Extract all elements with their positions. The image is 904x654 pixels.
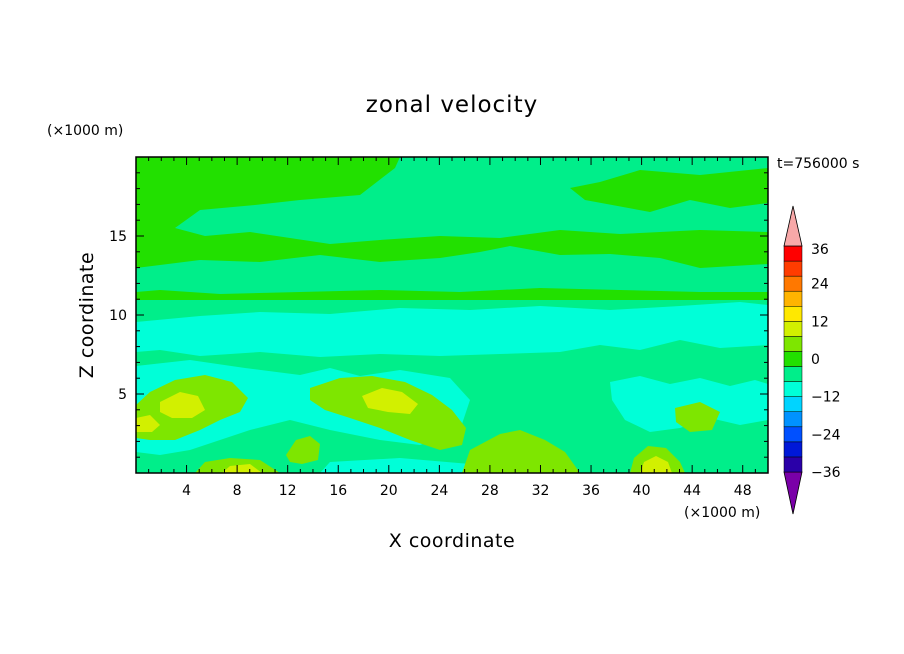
x-axis: 4 8 12 16 20 24 28 32 36 40 44 48 [148, 157, 756, 499]
colorbar-label: 36 [811, 242, 829, 258]
z-unit-label: (×1000 m) [47, 123, 123, 139]
time-label: t=756000 s [777, 156, 859, 172]
y-axis-title: Z coordinate [76, 252, 98, 378]
colorbar-swatch [783, 351, 803, 367]
y-tick-label: 15 [109, 229, 127, 245]
colorbar-label: 24 [811, 277, 829, 293]
x-tick-label: 20 [380, 483, 398, 499]
colorbar-label: −12 [811, 390, 841, 406]
colorbar-extend-min [783, 471, 803, 515]
positive-max-left-edge [136, 415, 160, 432]
colorbar-label: −24 [811, 427, 841, 443]
colorbar-extend-max [783, 205, 803, 247]
colorbar-swatch [783, 411, 803, 428]
colorbar-label: −36 [811, 465, 841, 481]
colorbar-swatch [783, 381, 803, 397]
positive-lobe-center [310, 376, 466, 450]
x-tick-label: 4 [182, 483, 191, 499]
positive-max-bottom [222, 464, 262, 473]
colorbar-swatch [783, 441, 803, 458]
x-tick-label: 32 [532, 483, 550, 499]
contour-field [136, 157, 768, 473]
x-tick-label: 36 [582, 483, 600, 499]
positive-lobe-right-mid [675, 402, 720, 432]
y-axis: 5 10 15 [109, 172, 768, 458]
x-tick-label: 28 [481, 483, 499, 499]
y-tick-label: 10 [109, 308, 127, 324]
colorbar-swatch [783, 336, 803, 352]
x-tick-label: 40 [633, 483, 651, 499]
colorbar-swatch [783, 426, 803, 443]
positive-max-center [362, 388, 418, 414]
positive-max-left [160, 392, 205, 418]
x-tick-label: 16 [329, 483, 347, 499]
colorbar-swatch [783, 245, 803, 262]
x-tick-label: 48 [734, 483, 752, 499]
colorbar-swatch [783, 396, 803, 412]
positive-max-right [640, 456, 672, 473]
x-tick-label: 44 [683, 483, 701, 499]
colorbar-swatch [783, 260, 803, 277]
colorbar-swatch [783, 290, 803, 307]
colorbar-swatch [783, 366, 803, 382]
chart-title: zonal velocity [366, 92, 538, 118]
strong-negative-band [136, 302, 768, 357]
colorbar-swatch [783, 456, 803, 473]
y-tick-label: 5 [118, 387, 127, 403]
weak-negative-upper-band [175, 157, 768, 244]
strong-negative-right-patch [610, 376, 768, 432]
x-tick-label: 8 [233, 483, 242, 499]
colorbar-swatch [783, 275, 803, 292]
colorbar-label: 12 [811, 314, 829, 330]
x-tick-label: 24 [430, 483, 448, 499]
colorbar-swatch [783, 321, 803, 337]
positive-lobe-small [286, 436, 320, 464]
x-axis-title: X coordinate [389, 530, 515, 552]
colorbar: 36 24 12 0 −12 −24 −36 [783, 205, 841, 515]
colorbar-swatch [783, 306, 803, 322]
positive-lobe-bottom-center [462, 430, 580, 473]
weak-negative-mid-band [136, 246, 768, 294]
colorbar-label: 0 [811, 352, 820, 368]
x-unit-label: (×1000 m) [684, 505, 760, 521]
x-tick-label: 12 [279, 483, 297, 499]
